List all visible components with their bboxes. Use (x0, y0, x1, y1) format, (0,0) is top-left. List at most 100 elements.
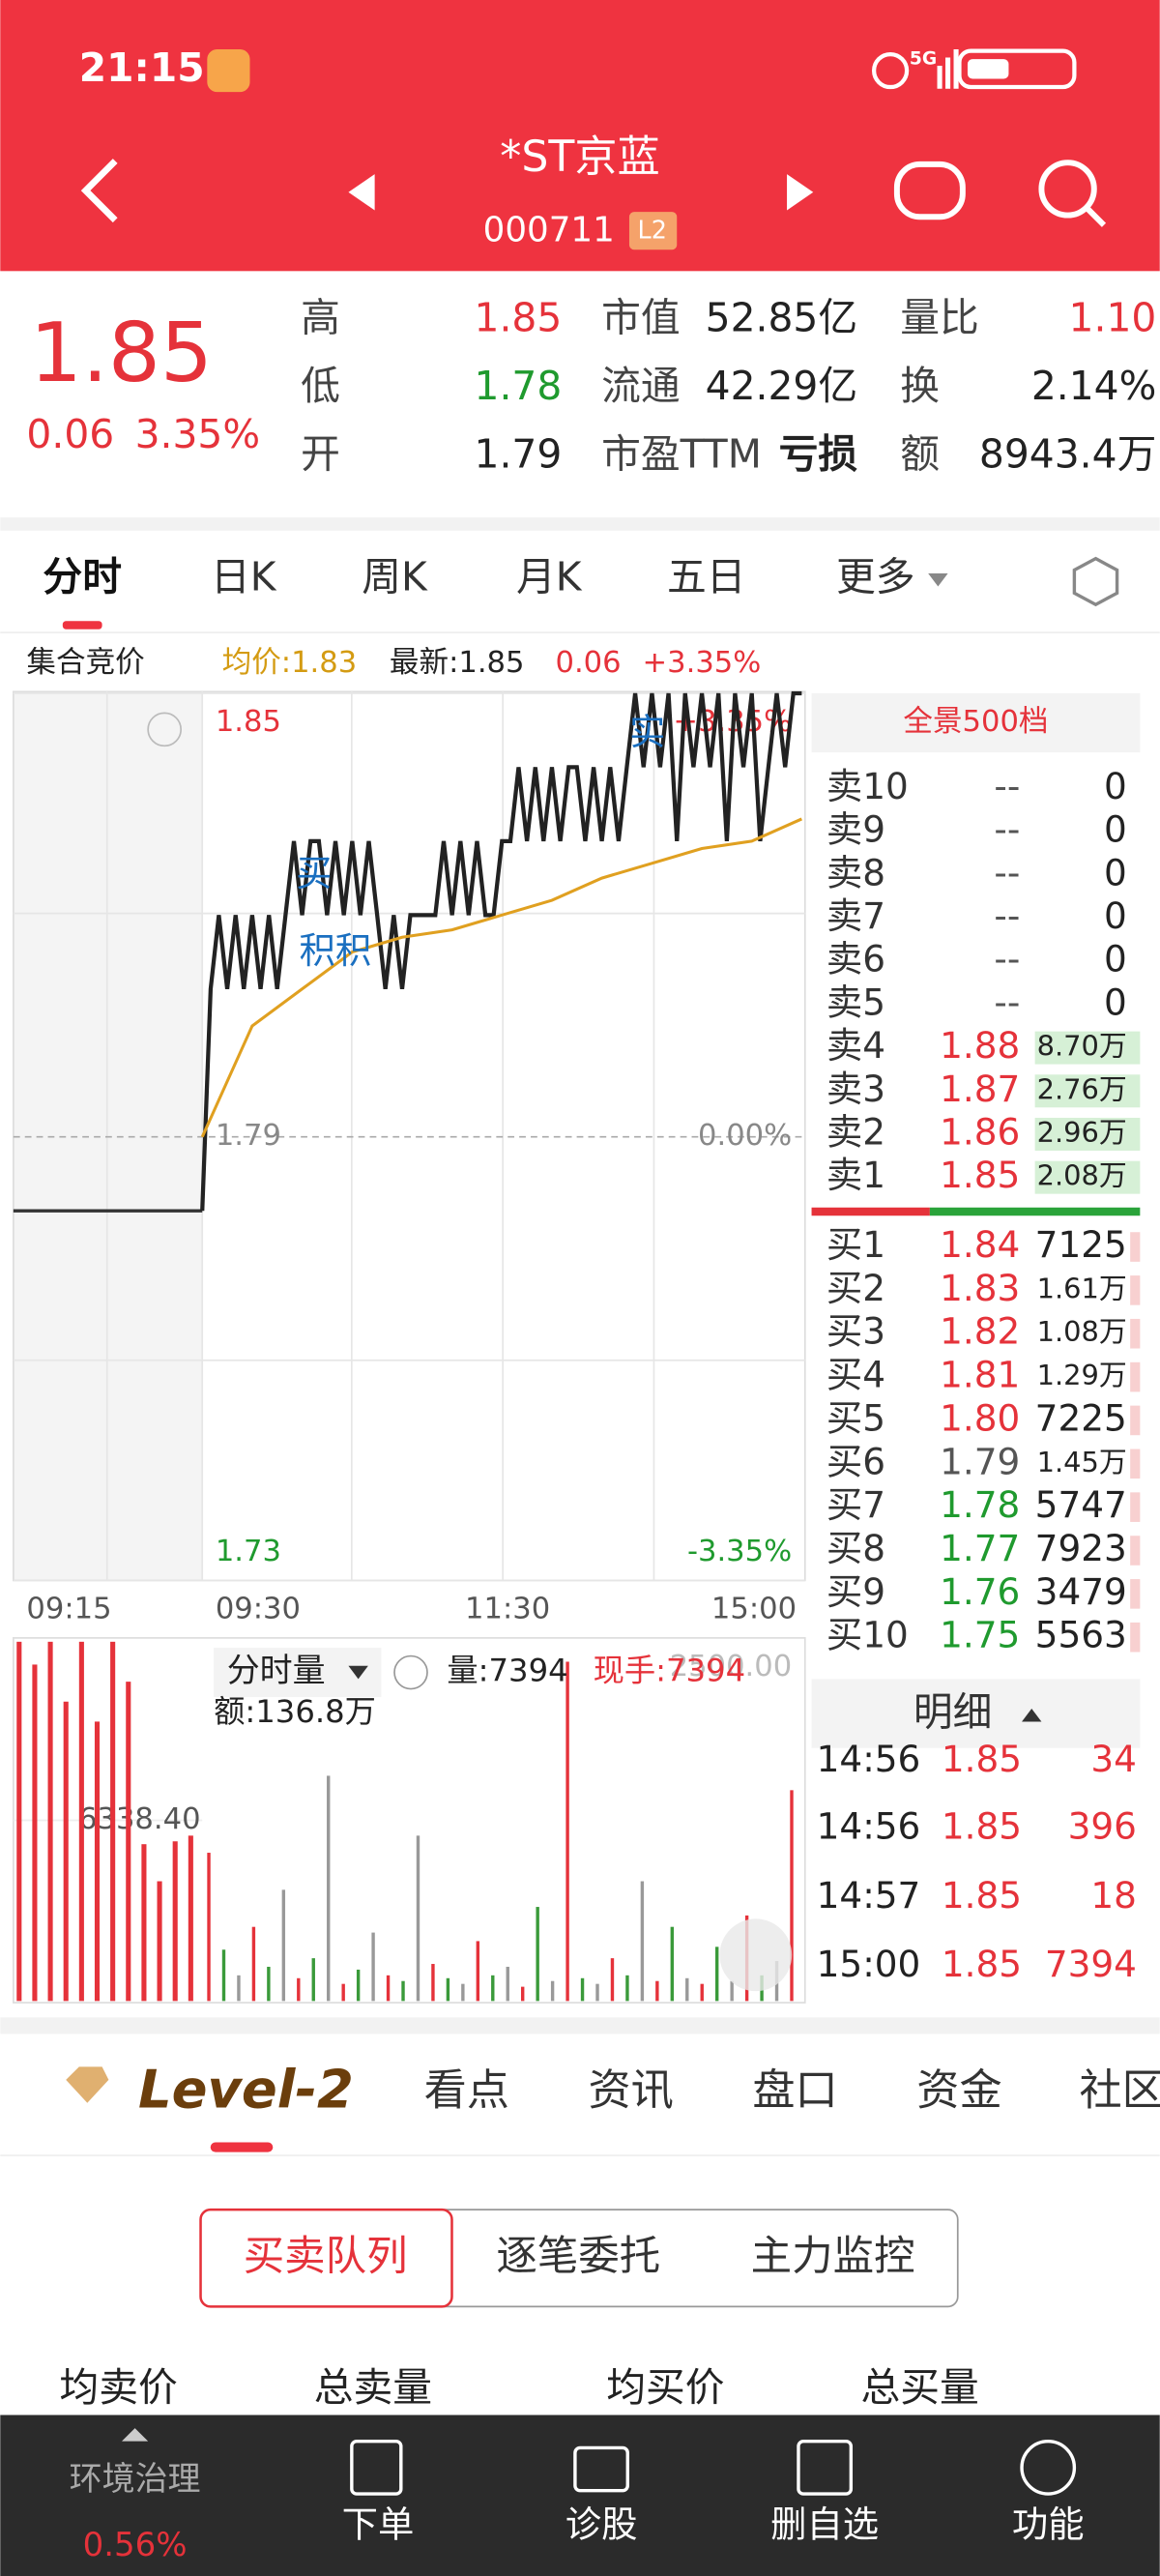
chart-tab[interactable]: 五日 (667, 554, 746, 600)
volume-bar (700, 1983, 704, 2002)
annotation: 买 (296, 852, 332, 894)
volume-value: 量:7394 (447, 1653, 567, 1689)
annotation: 实 (629, 711, 665, 753)
volume-bg (1034, 1117, 1141, 1151)
time-label: 15:00 (711, 1593, 797, 1626)
volume-bar (126, 1682, 131, 2002)
level2-tab[interactable]: 资讯 (589, 2066, 674, 2116)
volume-bar (536, 1907, 539, 2002)
trade-time: 14:56 (817, 1804, 921, 1847)
ask-bar (811, 1207, 930, 1216)
sector-name[interactable]: 环境治理 (70, 2460, 201, 2499)
signal-icon (937, 48, 959, 89)
orderbook-price: 1.79 (940, 1440, 1020, 1482)
order-icon[interactable] (350, 2439, 403, 2496)
info-item: +3.35% (643, 646, 762, 680)
header-bg (0, 0, 1160, 272)
chart-tab[interactable]: 周K (362, 554, 428, 600)
volume-top-label: 2500.00 (670, 1650, 792, 1683)
orderbook-label: 卖2 (826, 1110, 885, 1153)
sector-pct: 0.56% (83, 2526, 188, 2564)
stock-title: *ST京蓝 (500, 132, 659, 182)
orderbook-volume: 0 (1104, 765, 1127, 807)
volume-bar (341, 1983, 345, 2002)
back-button[interactable] (80, 159, 118, 223)
volume-bg (1130, 1318, 1141, 1349)
y-tick-label: 1.85 (216, 705, 281, 739)
trade-volume: 34 (1090, 1738, 1137, 1780)
orderbook-volume: 1.61万 (1037, 1272, 1127, 1304)
l2-badge (628, 212, 678, 250)
orderbook-label: 买10 (826, 1614, 909, 1656)
help-icon[interactable] (147, 712, 182, 747)
search-button[interactable] (1038, 160, 1097, 219)
volume-bar (47, 1641, 53, 2002)
volume-bar (78, 1641, 84, 2002)
annotation: 积积 (299, 929, 371, 972)
volume-bar (267, 1966, 271, 2002)
orderbook-volume: 2.08万 (1037, 1159, 1127, 1192)
nav-item[interactable]: 功能 (1012, 2503, 1085, 2546)
volume-bar (685, 1977, 689, 2002)
chart-tab[interactable]: 分时 (43, 554, 122, 600)
chart-tab[interactable]: 更多 (836, 554, 915, 600)
remove-icon[interactable] (797, 2439, 854, 2496)
orderbook-volume: 7125 (1035, 1223, 1127, 1266)
y-tick-label: 1.73 (216, 1535, 281, 1568)
robot-button[interactable] (893, 161, 966, 220)
volume-bar (416, 1835, 420, 2002)
volume-selector[interactable] (214, 1648, 382, 1698)
orderbook-volume: 7225 (1035, 1396, 1127, 1439)
price-line (200, 690, 802, 1212)
segment-selected[interactable] (199, 2208, 453, 2308)
diagnose-icon[interactable] (573, 2445, 629, 2493)
network: 5G (910, 49, 937, 70)
orderbook-price: 1.77 (940, 1527, 1020, 1569)
volume-bar (446, 1977, 450, 2002)
trades-header-bg[interactable] (811, 1679, 1141, 1748)
prev-stock[interactable] (348, 174, 375, 211)
settings-button[interactable] (1072, 556, 1119, 607)
chart-tab[interactable]: 月K (516, 554, 583, 600)
segment[interactable]: 主力监控 (751, 2234, 915, 2281)
stat-value: 1.78 (475, 363, 563, 409)
pct-label: -3.35% (687, 1535, 792, 1568)
volume-bg (1130, 1232, 1141, 1262)
level2-tab[interactable]: 盘口 (752, 2066, 837, 2116)
orderbook-price: 1.85 (940, 1154, 1020, 1196)
orderbook-price: 1.82 (940, 1310, 1020, 1353)
segment[interactable]: 买卖队列 (244, 2234, 408, 2281)
orderbook-price: 1.88 (940, 1024, 1020, 1067)
orderbook-price: 1.83 (940, 1267, 1020, 1309)
zoom-button[interactable] (719, 1918, 793, 1992)
change-pct: 3.35% (135, 411, 261, 457)
orderbook-volume: 5563 (1035, 1614, 1127, 1656)
orderbook-price: -- (994, 938, 1020, 981)
volume-bar (790, 1790, 794, 2002)
volume-help[interactable] (393, 1654, 428, 1690)
next-stock[interactable] (787, 174, 814, 211)
bottom-nav (0, 2415, 1160, 2576)
level2-tab[interactable]: 看点 (424, 2066, 509, 2116)
trade-price: 1.85 (942, 1874, 1022, 1917)
orderbook-price: 1.78 (940, 1483, 1020, 1526)
volume-bar (730, 1980, 734, 2002)
volume-bar (491, 1975, 495, 2002)
trade-time: 14:57 (817, 1874, 921, 1917)
orderbook-label: 卖9 (826, 808, 885, 851)
chart-tab[interactable]: 日K (211, 554, 277, 600)
level2-icon (66, 2066, 109, 2103)
volume-bar (476, 1941, 480, 2002)
nav-item[interactable]: 删自选 (770, 2503, 879, 2546)
volume-bar (461, 1983, 465, 2002)
level2-tab[interactable]: 资金 (916, 2066, 1001, 2116)
nav-item[interactable]: 下单 (342, 2503, 415, 2546)
volume-bar (311, 1958, 315, 2002)
orderbook-volume: 0 (1104, 894, 1127, 937)
nav-item[interactable]: 诊股 (566, 2503, 638, 2546)
level2-brand[interactable]: Level-2 (138, 2060, 354, 2121)
segment[interactable]: 逐笔委托 (496, 2234, 660, 2281)
level2-tab[interactable]: 社区 (1079, 2066, 1160, 2116)
function-icon[interactable] (1020, 2439, 1077, 2496)
volume-bar (327, 1775, 331, 2002)
